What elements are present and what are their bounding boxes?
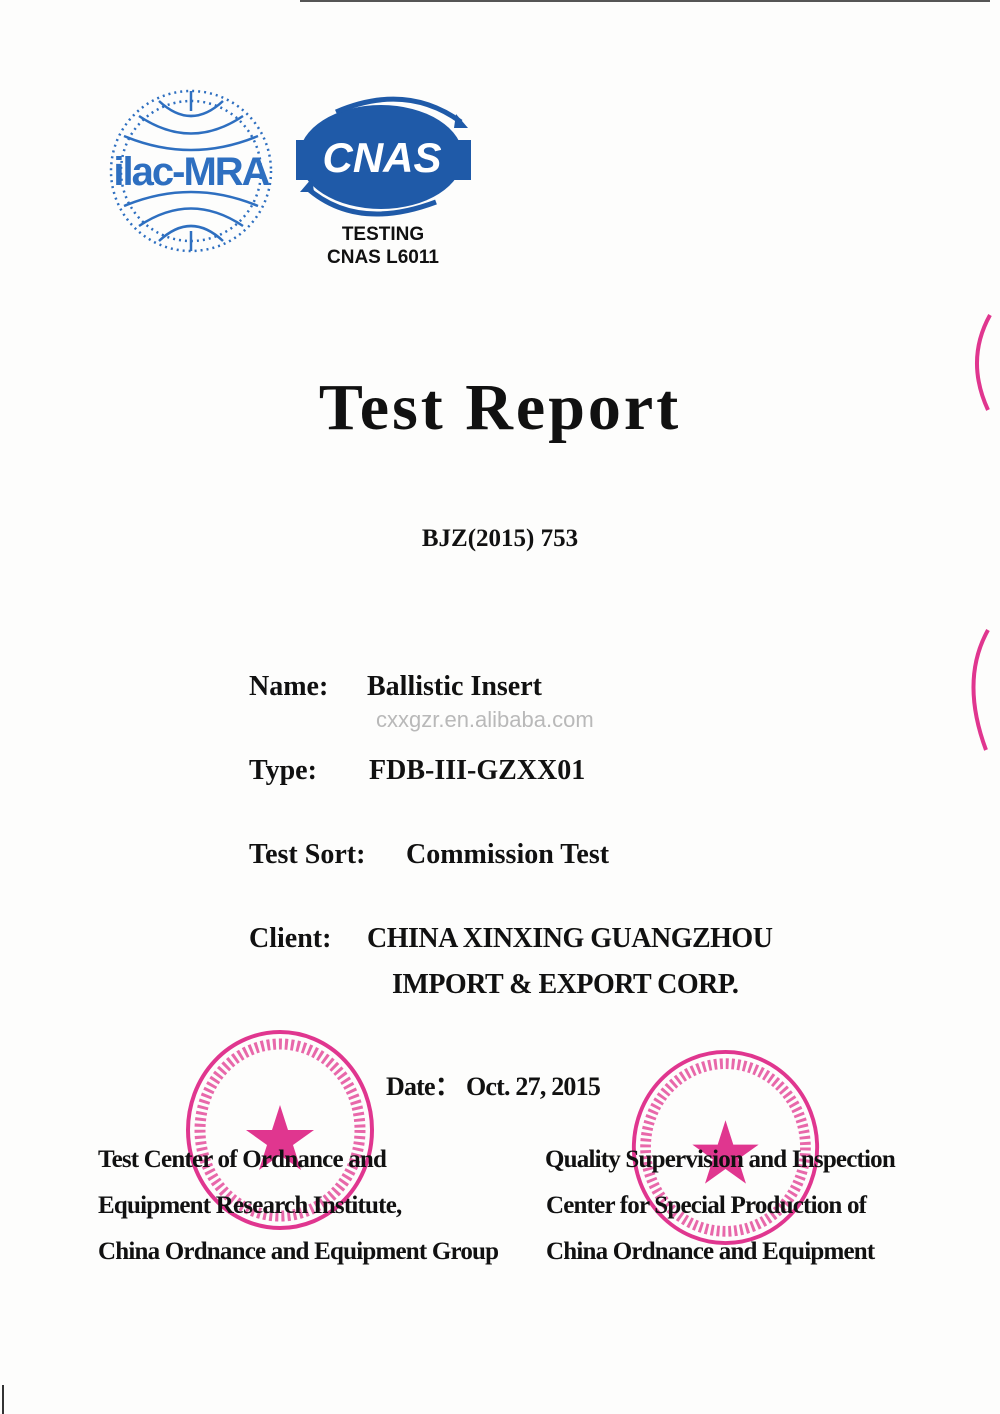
client-line-2: IMPORT & EXPORT CORP. [392, 969, 739, 1000]
right-issuer-line-3: China Ordnance and Equipment [546, 1238, 875, 1265]
type-value: FDB-III-GZXX01 [369, 755, 586, 786]
left-official-stamp [186, 1030, 374, 1230]
left-issuer-line-2: Equipment Research Institute, [98, 1192, 402, 1219]
cnas-logo: CNAS [296, 96, 471, 217]
scan-edge-mark [2, 1385, 4, 1414]
date-value: Oct. 27, 2015 [466, 1072, 601, 1101]
test-sort-value: Commission Test [406, 839, 610, 870]
date-label: Date： [386, 1072, 461, 1101]
name-value: Ballistic Insert [367, 671, 542, 702]
client-label: Client: [249, 923, 332, 954]
right-issuer-line-1: Quality Supervision and Inspection [545, 1146, 896, 1173]
page-title: Test Report [318, 371, 682, 444]
ilac-logo-text: ilac-MRA [113, 150, 269, 194]
type-label: Type: [249, 755, 317, 786]
ilac-mra-logo: ilac-MRA [109, 89, 273, 253]
watermark: cxxgzr.en.alibaba.com [376, 707, 594, 732]
test-sort-label: Test Sort: [249, 839, 366, 870]
right-official-stamp [631, 1050, 820, 1245]
right-issuer-line-2: Center for Special Production of [546, 1192, 867, 1219]
cnas-logo-text: CNAS [322, 134, 441, 181]
client-line-1: CHINA XINXING GUANGZHOU [367, 923, 773, 954]
cnas-testing-label: TESTING [341, 224, 425, 245]
edge-stamp-fragments [971, 314, 992, 751]
scan-edge-line [300, 0, 990, 2]
name-label: Name: [249, 671, 329, 702]
report-number: BJZ(2015) 753 [421, 525, 579, 552]
left-issuer-line-1: Test Center of Ordnance and [98, 1146, 387, 1173]
left-issuer-line-3: China Ordnance and Equipment Group [98, 1238, 499, 1265]
cnas-accreditation-number: CNAS L6011 [327, 247, 439, 268]
